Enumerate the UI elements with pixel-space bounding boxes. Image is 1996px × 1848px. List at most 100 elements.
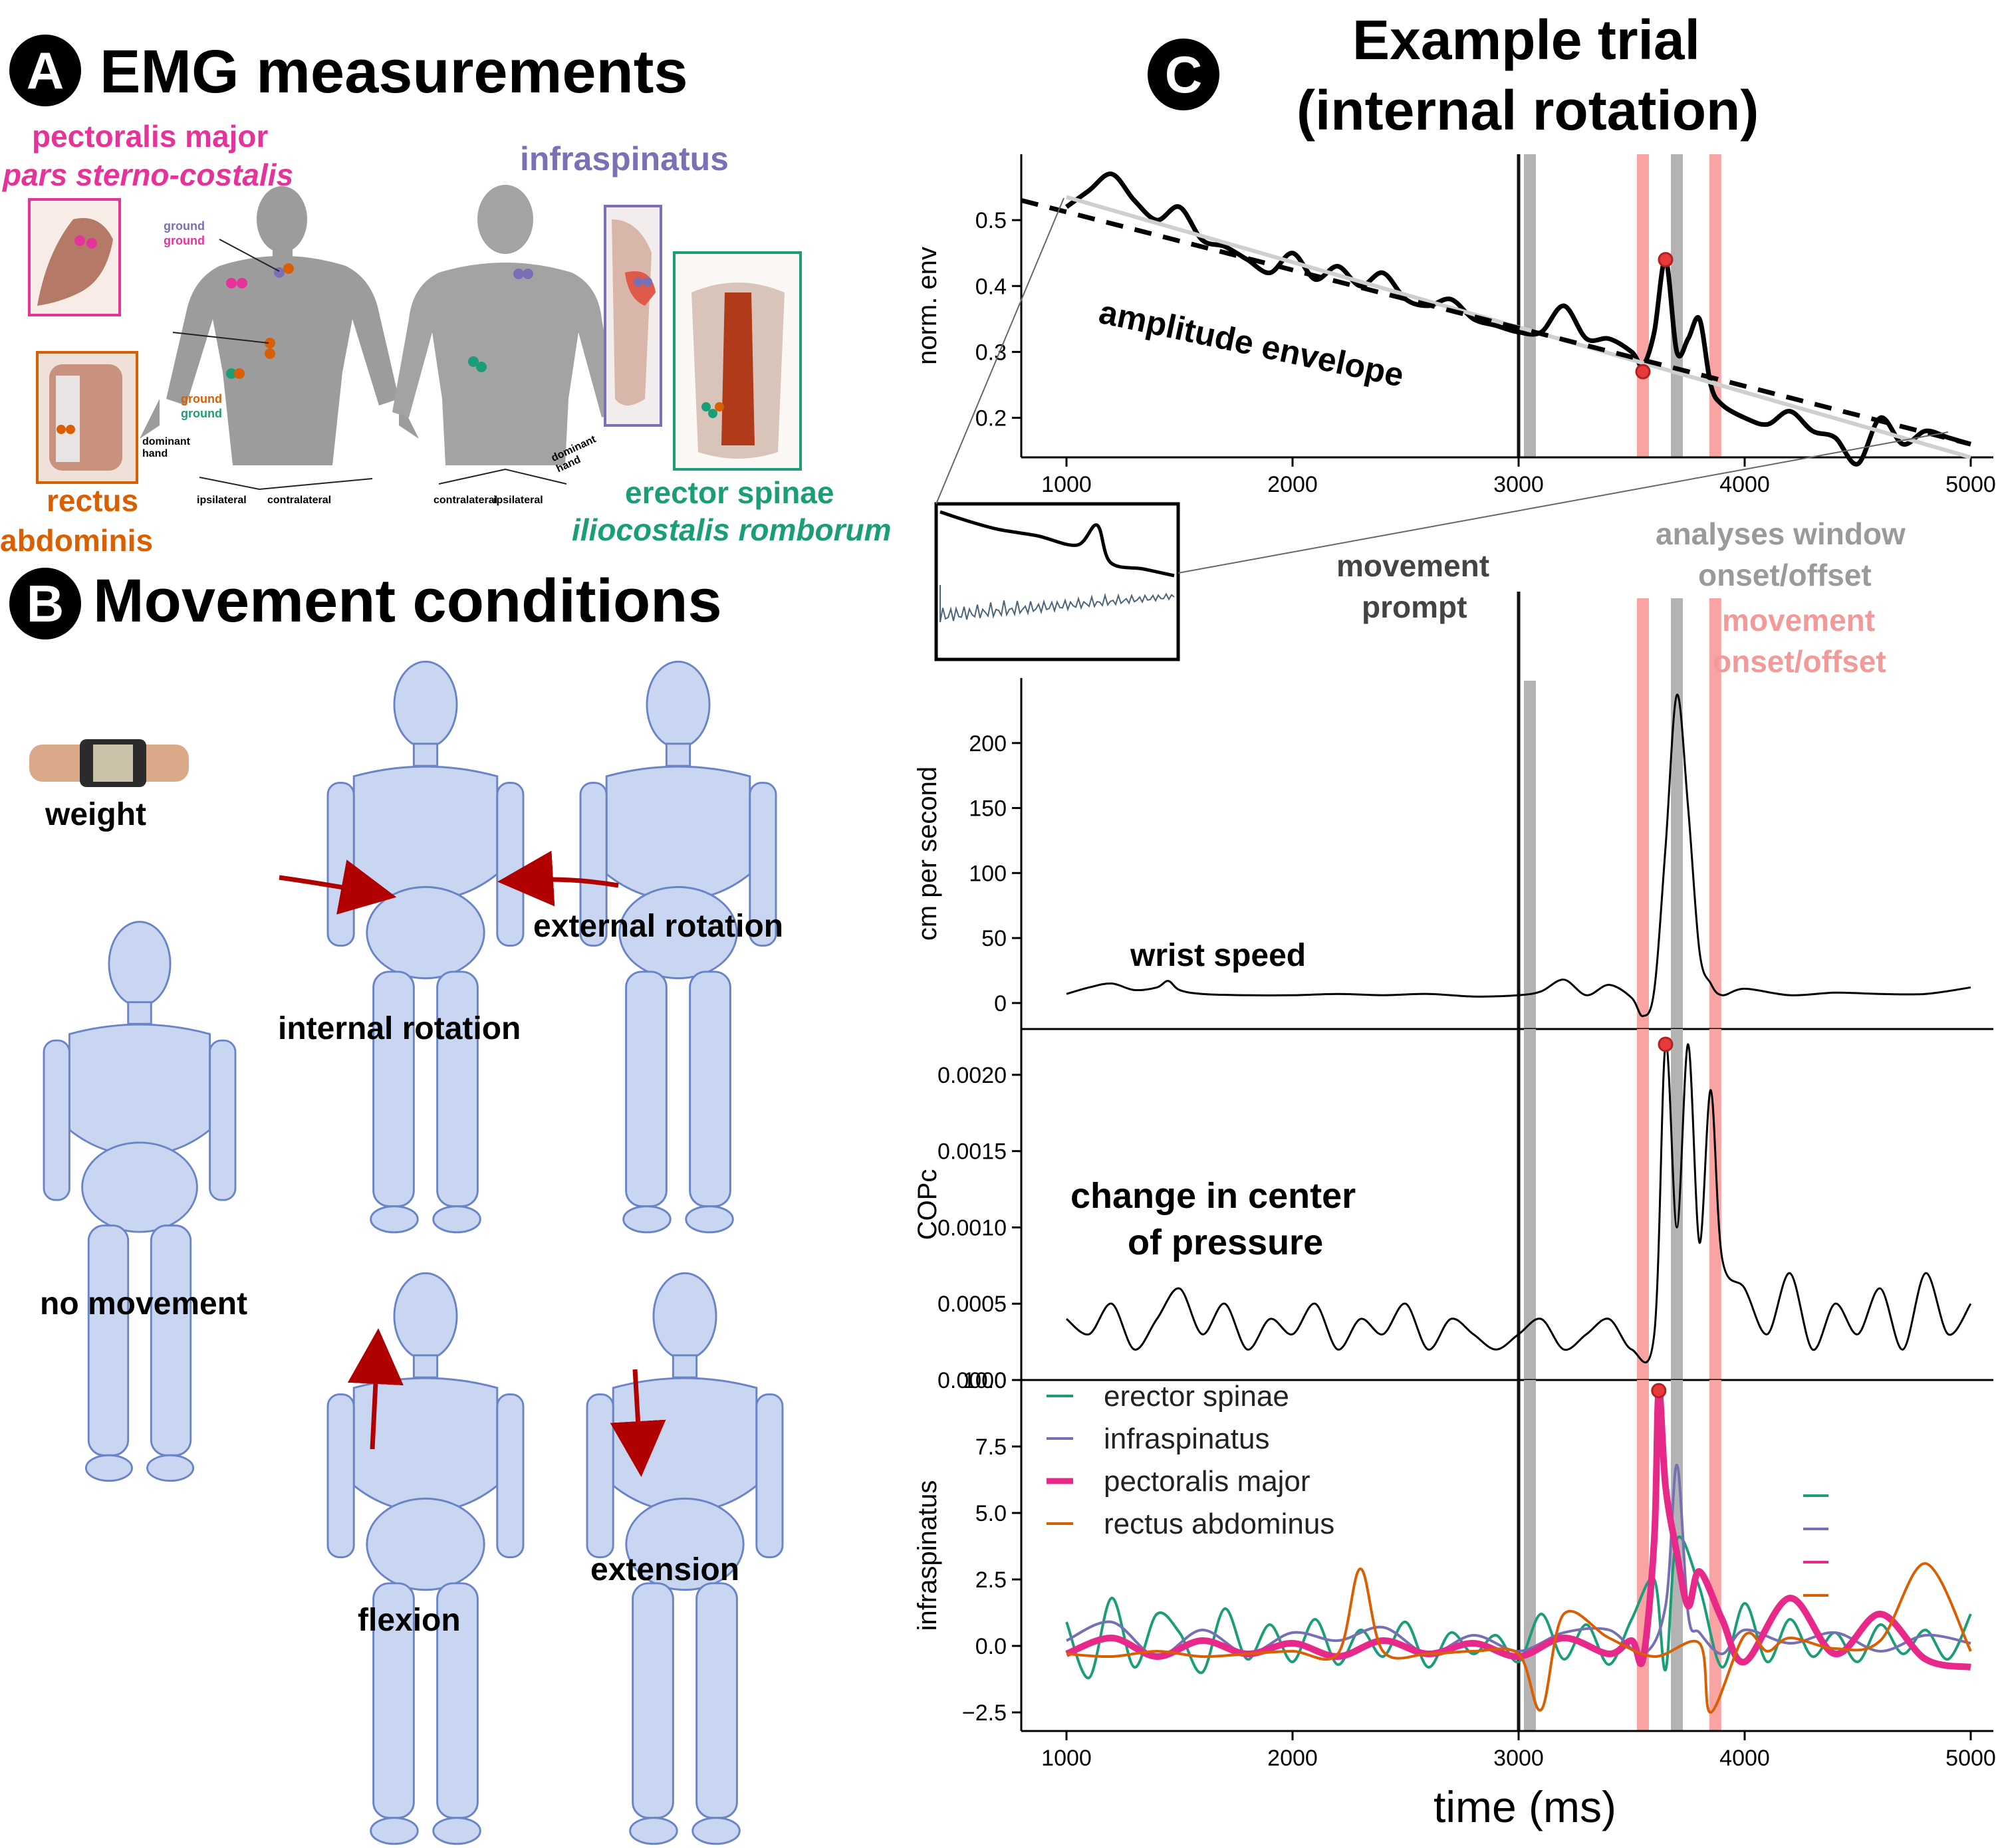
label-pectoralis-2: pars sterno-costalis [3,158,294,192]
y-tick-label: 5.0 [975,1501,1007,1526]
x-tick-label: 2000 [1267,472,1318,497]
panel-c-title-2: (internal rotation) [1297,79,1759,142]
label-dominant-hand-left: dominant hand [142,436,190,459]
y-tick-label: 7.5 [975,1435,1007,1460]
y-tick-label: 0.4 [975,274,1007,299]
back-body-model [392,185,618,465]
badge-a: A [9,35,81,106]
legend-label-1: infraspinatus [1104,1423,1269,1455]
legend-label-2: pectoralis major [1104,1465,1310,1498]
inset-connector-left [936,197,1064,505]
label-infraspinatus: infraspinatus [520,140,729,177]
movement-onset-band-3 [1637,1380,1649,1731]
label-wrist-speed: wrist speed [1130,938,1307,973]
wrist-weight-image [29,739,189,787]
x-axis-label: time (ms) [1434,1782,1616,1831]
legend-label-0: erector spinae [1104,1380,1289,1413]
label-rectus-2: abdominis [0,523,154,558]
y-tick-label: 0.0005 [937,1292,1007,1317]
label-ipsilateral-front: ipsilateral [197,495,247,506]
y-tick-label: 0.0000 [937,1368,1007,1393]
label-cop-1: change in center [1070,1176,1356,1216]
peak-marker-3-0 [1651,1383,1667,1399]
y-tick-label: 0.3 [975,340,1007,365]
label-ground-bottom-1: ground [181,392,222,405]
series-line-3-rectus abdominus [1066,1562,1972,1714]
label-erector-1: erector spinae [625,475,834,510]
label-ipsilateral-back: ipsilateral [493,495,543,506]
label-analyses-2: onset/offset [1698,558,1872,592]
y-tick-label: 150 [969,796,1007,822]
panel-b-title: Movement conditions [93,567,722,635]
panel-a-title: EMG measurements [100,38,688,106]
y-tick-label: 0.0015 [937,1139,1007,1165]
y-tick-label: 0.0010 [937,1215,1007,1240]
raw-emg-inset [934,502,1180,661]
series-line-0-0 [1064,172,1971,467]
y-tick-label: 0.5 [975,208,1007,233]
x-tick-label: 5000 [1945,1746,1996,1771]
x-tick-label: 2000 [1267,1746,1318,1771]
x-tick-label: 5000 [1945,472,1996,497]
movement-onset-band-1 [1637,598,1649,1029]
inset-connector-right [1178,431,1949,574]
y-axis-label-0: norm. env [913,247,942,365]
peak-marker-2-0 [1658,1036,1674,1052]
arrow-external-rotation [497,850,619,907]
x-tick-label: 3000 [1493,472,1544,497]
arrow-extension [610,1369,666,1477]
movement-offset-band-0 [1709,154,1721,457]
analysis-onset-band-2 [1524,1029,1536,1380]
y-tick-label: 100 [969,861,1007,886]
arrow-flexion [347,1328,404,1450]
y-tick-label: 200 [969,731,1007,756]
label-movement-prompt-1: movement [1336,548,1490,583]
y-tick-label: 0.2 [975,406,1007,431]
y-tick-label: 2.5 [975,1567,1007,1593]
front-body-model [140,186,419,465]
label-movement-onset-2: onset/offset [1713,644,1886,679]
panel-b-illustration [29,660,784,1845]
series-line-0-regression [1021,198,1971,447]
movement-onset-band-2 [1637,1029,1649,1380]
analysis-onset-band-0 [1524,154,1536,457]
series-line-1-0 [1066,693,1971,1017]
y-tick-label: −2.5 [962,1700,1007,1726]
raw-emg-signal [939,585,1175,623]
badge-c: C [1148,39,1219,110]
movement-onset-band-0 [1637,154,1649,457]
y-tick-label: 50 [981,926,1007,951]
label-weight: weight [45,797,146,832]
analysis-offset-band-2 [1671,1029,1683,1380]
y-tick-label: 0 [994,991,1007,1016]
label-extension: extension [590,1552,740,1587]
peak-marker-0-1 [1635,364,1651,380]
label-contralateral-back: contralateral [434,495,498,506]
label-no-movement: no movement [40,1286,248,1322]
y-axis-label-1: cm per second [913,766,942,941]
x-tick-label: 3000 [1493,1746,1544,1771]
label-analyses-1: analyses window [1656,517,1906,551]
label-cop-2: of pressure [1128,1222,1324,1262]
peak-marker-0-0 [1658,252,1674,268]
analysis-offset-band-0 [1671,154,1683,457]
legend-label-3: rectus abdominus [1104,1508,1334,1540]
panel-c-title-1: Example trial [1352,9,1700,71]
y-tick-label: 0.0020 [937,1063,1007,1088]
arrow-internal-rotation [279,860,397,915]
x-tick-label: 4000 [1719,472,1770,497]
y-axis-label-3: infraspinatus [913,1480,942,1631]
movement-offset-band-1 [1709,598,1721,1029]
series-line-3-pectoralis major [1065,1387,1971,1671]
label-pectoralis-1: pectoralis major [32,119,269,154]
x-tick-label: 4000 [1719,1746,1770,1771]
inset-envelope [939,510,1175,578]
y-tick-label: 10.0 [963,1368,1007,1393]
analysis-onset-band-1 [1524,681,1536,1029]
analysis-offset-band-1 [1671,598,1683,1029]
label-ground-bottom-2: ground [181,407,222,420]
label-ground-top-2: ground [164,234,205,247]
label-contralateral-front: contralateral [267,495,332,506]
badge-b: B [9,568,81,639]
label-movement-prompt-2: prompt [1362,590,1467,624]
